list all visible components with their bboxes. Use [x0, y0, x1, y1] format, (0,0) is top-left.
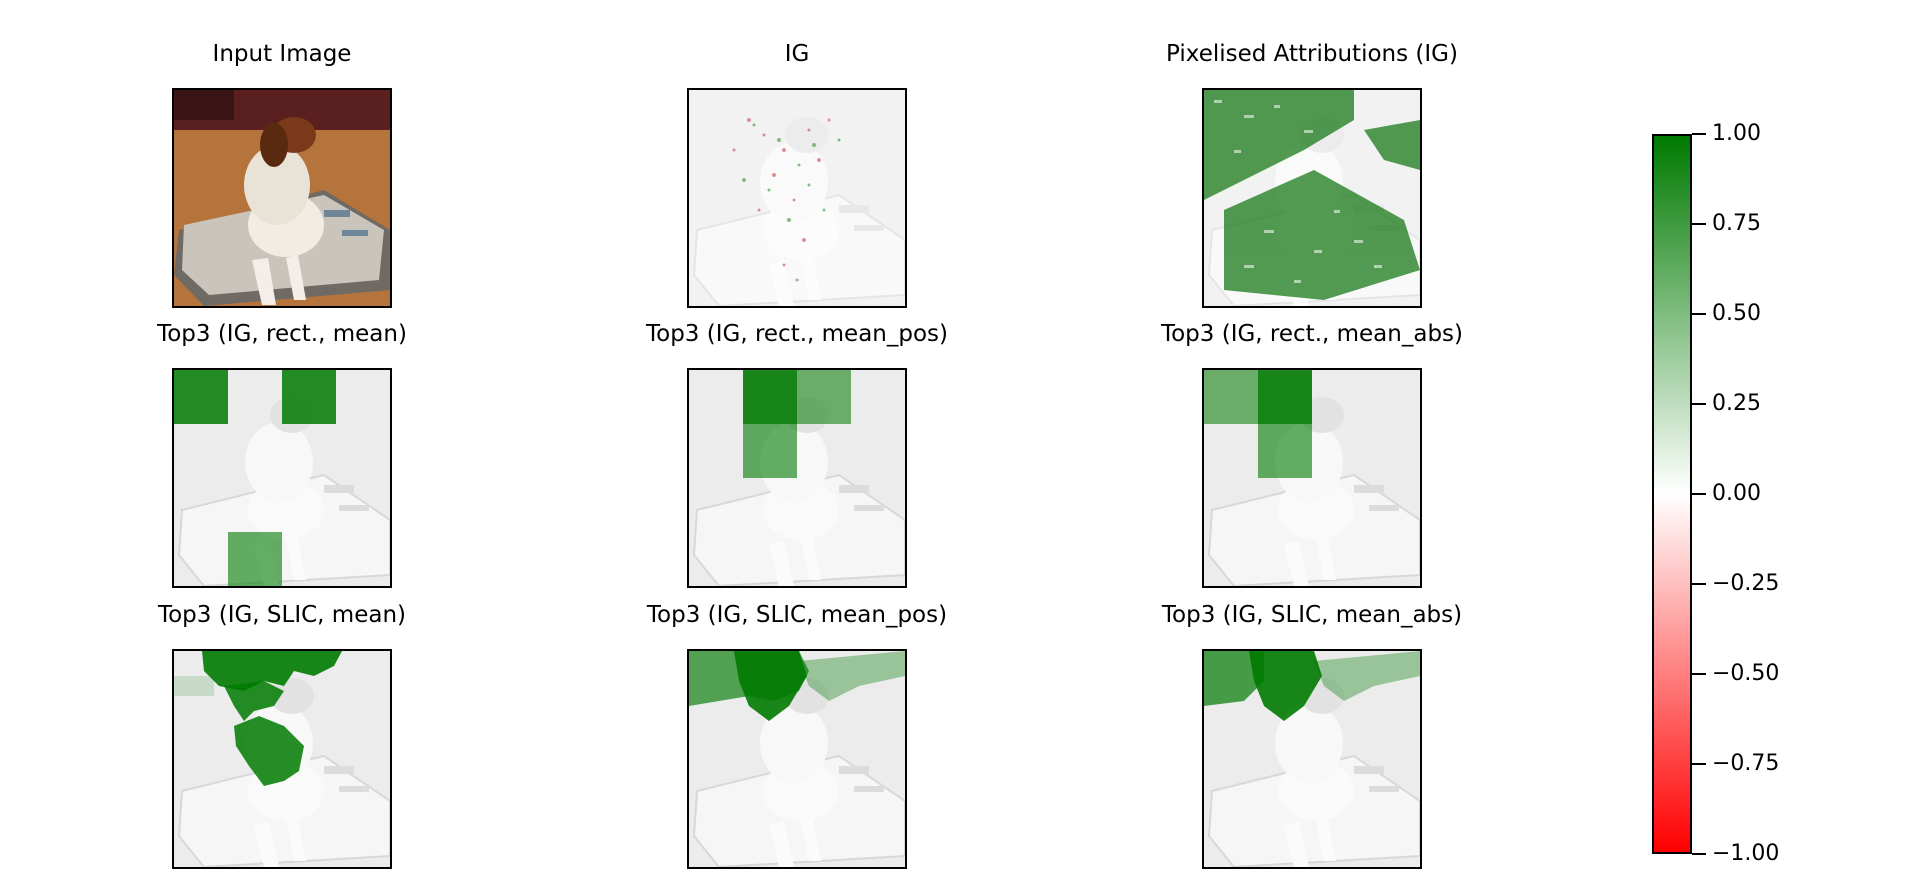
- panel-title-rect-mean-abs: Top3 (IG, rect., mean_abs): [1160, 321, 1464, 347]
- top-region-1: [1204, 370, 1258, 424]
- top-region-1: [1204, 651, 1264, 706]
- colorbar-tick: [1692, 133, 1706, 135]
- colorbar: [1652, 134, 1692, 854]
- dog-photo: [174, 90, 390, 306]
- top-region-2: [1249, 651, 1322, 721]
- top-region-2: [224, 681, 284, 721]
- input-image-panel: [172, 88, 392, 308]
- top-region-2: [734, 651, 807, 721]
- colorbar-tick: [1692, 583, 1706, 585]
- panel-title-slic-mean: Top3 (IG, SLIC, mean): [157, 602, 407, 628]
- colorbar-tick: [1692, 403, 1706, 405]
- slic-mean-panel: [172, 649, 392, 869]
- top-region-1: [174, 370, 228, 424]
- ig-attribution-panel: [687, 88, 907, 308]
- top-region-3: [799, 651, 905, 701]
- slic-mean-abs-panel: [1202, 649, 1422, 869]
- top-region-3: [1314, 651, 1420, 701]
- colorbar-tick-label: 0.50: [1712, 301, 1761, 326]
- colorbar-tick-label: 1.00: [1712, 121, 1761, 146]
- rect-mean-pos-overlay: [689, 370, 905, 586]
- top-region-1: [202, 651, 342, 691]
- colorbar-tick-label: 0.25: [1712, 391, 1761, 416]
- pixelised-heatmap: [1204, 90, 1420, 306]
- pixelised-attribution-panel: [1202, 88, 1422, 308]
- colorbar-tick-label: −0.25: [1712, 571, 1780, 596]
- colorbar-tick: [1692, 313, 1706, 315]
- colorbar-tick-label: −0.75: [1712, 751, 1780, 776]
- slic-mean-overlay: [174, 651, 390, 867]
- colorbar-tick-label: 0.75: [1712, 211, 1761, 236]
- top-region-3: [234, 716, 304, 786]
- panel-title-rect-mean: Top3 (IG, rect., mean): [157, 321, 407, 347]
- top-region-3: [743, 424, 797, 478]
- slic-mean-pos-overlay: [689, 651, 905, 867]
- rect-mean-pos-panel: [687, 368, 907, 588]
- panel-title-slic-mean-abs: Top3 (IG, SLIC, mean_abs): [1161, 602, 1463, 628]
- panel-title-slic-mean-pos: Top3 (IG, SLIC, mean_pos): [646, 602, 948, 628]
- colorbar-tick: [1692, 763, 1706, 765]
- colorbar-tick: [1692, 853, 1706, 855]
- colorbar-tick: [1692, 673, 1706, 675]
- rect-mean-overlay: [174, 370, 390, 586]
- rect-mean-abs-overlay: [1204, 370, 1420, 586]
- colorbar-tick: [1692, 223, 1706, 225]
- panel-title-ig: IG: [784, 41, 810, 67]
- rect-mean-abs-panel: [1202, 368, 1422, 588]
- colorbar-tick: [1692, 493, 1706, 495]
- slic-mean-pos-panel: [687, 649, 907, 869]
- colorbar-tick-label: −0.50: [1712, 661, 1780, 686]
- colorbar-tick-label: 0.00: [1712, 481, 1761, 506]
- top-region-3: [1258, 424, 1312, 478]
- panel-title-rect-mean-pos: Top3 (IG, rect., mean_pos): [645, 321, 948, 347]
- top-region-2: [282, 370, 336, 424]
- top-region-3: [228, 532, 282, 586]
- panel-title-pixelised: Pixelised Attributions (IG): [1166, 41, 1458, 67]
- ig-heatmap: [689, 90, 905, 306]
- colorbar-tick-label: −1.00: [1712, 841, 1780, 866]
- rect-mean-panel: [172, 368, 392, 588]
- top-region-1: [743, 370, 797, 424]
- top-region-2: [797, 370, 851, 424]
- slic-mean-abs-overlay: [1204, 651, 1420, 867]
- panel-title-input: Input Image: [212, 41, 352, 67]
- top-region-2: [1258, 370, 1312, 424]
